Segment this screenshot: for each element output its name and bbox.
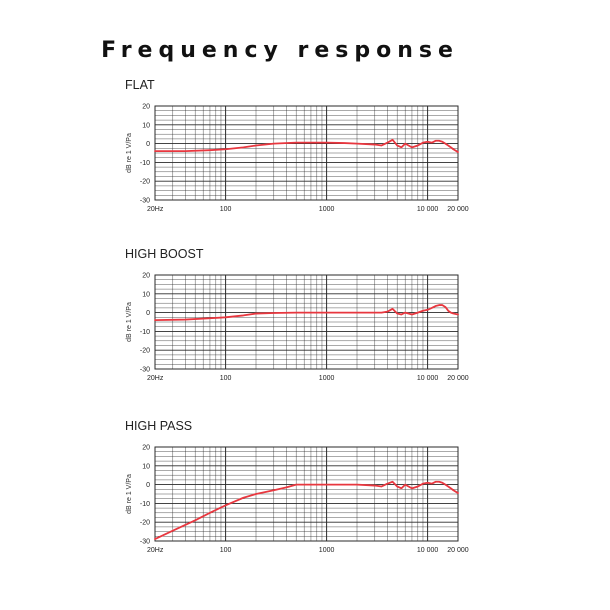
x-tick-label: 100 <box>220 547 232 554</box>
y-tick-label: -20 <box>140 179 150 186</box>
y-axis-label: dB re 1 V/Pa <box>126 133 133 173</box>
x-tick-label: 20Hz <box>147 547 164 554</box>
x-tick-label: 10 000 <box>417 375 439 382</box>
y-tick-label: 0 <box>146 310 150 317</box>
y-tick-label: 10 <box>142 291 150 298</box>
x-tick-label: 1000 <box>319 375 335 382</box>
plot-frame <box>154 274 459 370</box>
x-tick-label: 20 000 <box>447 375 469 382</box>
y-tick-label: -30 <box>140 367 150 374</box>
plot-grid <box>154 446 459 542</box>
x-tick-label: 20 000 <box>447 206 469 213</box>
response-curve <box>154 304 459 322</box>
page-title: Frequency response <box>101 38 459 63</box>
x-tick-label: 1000 <box>319 547 335 554</box>
y-tick-label: -10 <box>140 329 150 336</box>
chart-title-high-boost: HIGH BOOST <box>125 247 204 261</box>
y-tick-label: -10 <box>140 501 150 508</box>
plot-grid <box>154 274 459 370</box>
x-tick-label: 20 000 <box>447 547 469 554</box>
chart-title-high-pass: HIGH PASS <box>125 419 193 433</box>
chart-title-flat: FLAT <box>125 78 155 92</box>
response-curve <box>154 480 459 541</box>
plot-frame <box>154 446 459 542</box>
x-tick-label: 1000 <box>319 206 335 213</box>
plot-grid <box>154 105 459 201</box>
y-tick-label: 20 <box>142 445 150 452</box>
x-tick-label: 10 000 <box>417 206 439 213</box>
y-tick-label: -10 <box>140 160 150 167</box>
x-tick-label: 20Hz <box>147 206 164 213</box>
y-tick-label: -20 <box>140 348 150 355</box>
x-tick-label: 20Hz <box>147 375 164 382</box>
x-tick-label: 10 000 <box>417 547 439 554</box>
y-axis-label: dB re 1 V/Pa <box>126 302 133 342</box>
y-tick-label: -30 <box>140 198 150 205</box>
x-tick-label: 100 <box>220 206 232 213</box>
plot-frame <box>154 105 459 201</box>
y-tick-label: -20 <box>140 520 150 527</box>
y-tick-label: 20 <box>142 104 150 111</box>
y-tick-label: 10 <box>142 122 150 129</box>
y-tick-label: -30 <box>140 539 150 546</box>
y-tick-label: 0 <box>146 482 150 489</box>
response-curve <box>154 138 459 153</box>
x-tick-label: 100 <box>220 375 232 382</box>
y-tick-label: 0 <box>146 141 150 148</box>
y-tick-label: 20 <box>142 273 150 280</box>
y-axis-label: dB re 1 V/Pa <box>126 474 133 514</box>
y-tick-label: 10 <box>142 463 150 470</box>
